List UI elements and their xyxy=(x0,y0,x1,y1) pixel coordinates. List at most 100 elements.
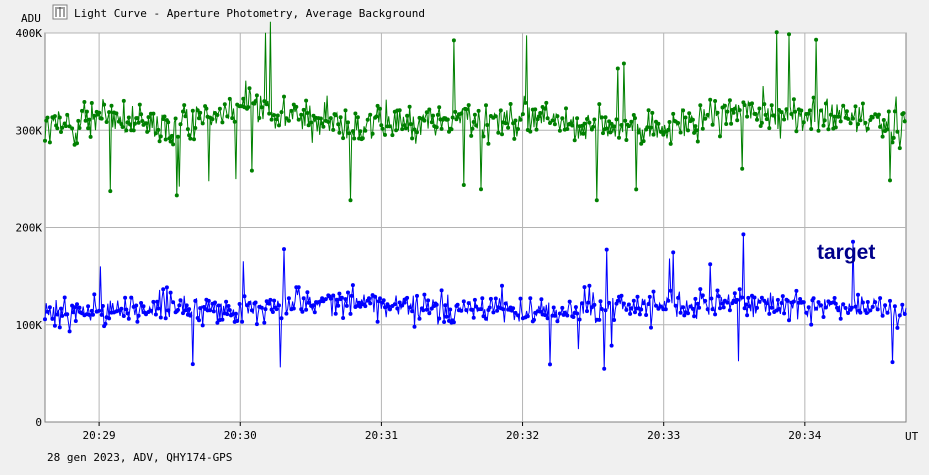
data-point xyxy=(192,137,196,142)
data-point xyxy=(710,122,715,127)
data-point xyxy=(80,108,84,113)
data-point xyxy=(873,300,878,305)
data-point xyxy=(99,312,104,317)
data-point xyxy=(306,123,311,128)
data-point xyxy=(528,129,533,134)
data-point xyxy=(900,302,905,307)
data-point xyxy=(580,301,584,306)
data-point xyxy=(235,319,240,323)
data-point xyxy=(82,100,87,104)
data-point xyxy=(801,300,806,305)
data-point xyxy=(487,305,492,310)
data-point xyxy=(878,296,883,301)
data-point xyxy=(516,127,520,131)
data-point xyxy=(692,314,697,319)
data-point xyxy=(474,304,479,309)
data-point xyxy=(383,132,387,137)
data-point xyxy=(442,320,447,324)
data-point xyxy=(135,319,140,324)
data-point xyxy=(870,115,875,120)
data-point xyxy=(782,311,787,316)
data-point xyxy=(134,303,139,308)
data-point xyxy=(284,311,289,316)
data-point xyxy=(136,313,141,318)
data-point xyxy=(629,119,634,124)
data-point xyxy=(373,294,378,299)
x-tick-label: 20:32 xyxy=(506,429,539,442)
data-point xyxy=(651,289,656,294)
data-point xyxy=(880,134,885,139)
data-point xyxy=(787,32,791,37)
data-point xyxy=(486,141,491,146)
data-point xyxy=(181,109,185,114)
data-point xyxy=(350,283,355,288)
data-point xyxy=(621,61,626,66)
data-point xyxy=(902,119,907,124)
data-point xyxy=(619,123,624,127)
data-point xyxy=(350,129,355,134)
data-point xyxy=(819,108,823,113)
data-point xyxy=(890,360,895,365)
data-point xyxy=(621,301,626,306)
data-point xyxy=(215,320,220,325)
data-point xyxy=(470,126,475,131)
data-point xyxy=(641,139,646,144)
data-point xyxy=(137,102,142,107)
data-point xyxy=(158,134,163,139)
data-point xyxy=(582,285,587,290)
data-point xyxy=(188,313,193,318)
data-point xyxy=(267,111,272,116)
data-point xyxy=(447,129,451,134)
data-point xyxy=(888,178,892,183)
data-point xyxy=(140,119,145,123)
data-point xyxy=(259,105,264,110)
data-point xyxy=(480,296,485,301)
data-point xyxy=(87,312,92,317)
data-point xyxy=(676,295,681,300)
data-point xyxy=(762,298,767,303)
data-point xyxy=(838,119,843,124)
data-point xyxy=(400,303,405,308)
data-point xyxy=(789,112,794,116)
data-point xyxy=(676,121,681,125)
data-point xyxy=(126,115,131,120)
data-point xyxy=(809,127,814,131)
data-point xyxy=(755,305,759,310)
data-point xyxy=(594,198,599,203)
data-point xyxy=(471,315,476,320)
data-point xyxy=(794,288,799,293)
data-point xyxy=(60,313,65,318)
data-point xyxy=(663,307,668,312)
data-point xyxy=(897,146,902,151)
data-point xyxy=(246,105,251,110)
data-point xyxy=(767,126,772,131)
data-point xyxy=(843,306,848,310)
data-point xyxy=(274,117,279,122)
data-point xyxy=(161,287,166,292)
data-point xyxy=(395,306,400,311)
data-point xyxy=(183,308,188,313)
data-point xyxy=(474,123,479,128)
data-point xyxy=(466,301,471,306)
data-point xyxy=(881,118,886,122)
data-point xyxy=(705,112,710,117)
data-point xyxy=(609,121,614,126)
data-point xyxy=(742,306,747,311)
data-point xyxy=(735,297,740,302)
data-point xyxy=(173,116,178,121)
data-point xyxy=(270,310,275,314)
data-point xyxy=(210,117,215,122)
data-point xyxy=(47,140,52,145)
data-point xyxy=(311,303,316,308)
data-point xyxy=(637,312,642,317)
data-point xyxy=(225,312,230,317)
data-point xyxy=(434,302,439,307)
data-point xyxy=(544,100,549,105)
data-point xyxy=(331,293,336,298)
data-point xyxy=(451,38,456,43)
data-point xyxy=(397,300,402,305)
data-point xyxy=(811,296,816,301)
data-point xyxy=(230,116,235,121)
data-point xyxy=(242,294,247,299)
data-point xyxy=(860,101,865,106)
